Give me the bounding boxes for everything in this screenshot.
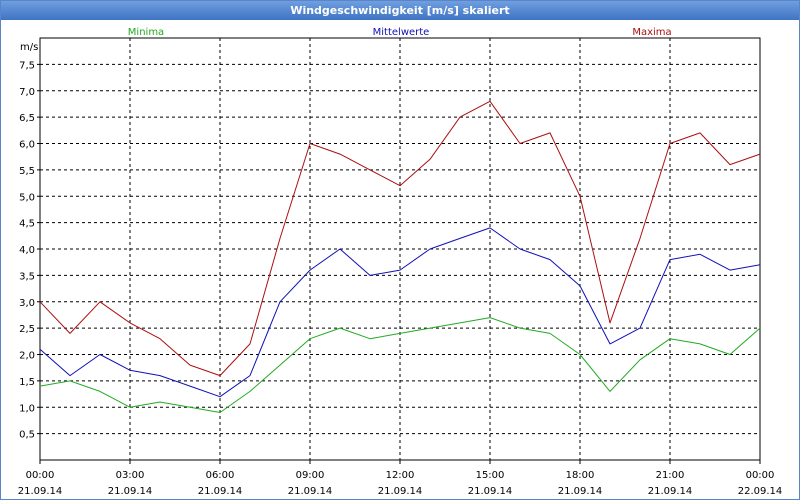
y-tick-label: 3,0 <box>19 298 35 309</box>
y-tick-label: 5,0 <box>19 192 35 203</box>
y-tick-label: 1,0 <box>19 403 35 414</box>
series-line-minima <box>39 317 761 413</box>
x-tick-time: 21:00 <box>656 470 685 481</box>
series-line-maxima <box>39 100 761 377</box>
x-tick-date: 21.09.14 <box>18 486 63 497</box>
x-tick-date: 21.09.14 <box>198 486 243 497</box>
x-tick-date: 21.09.14 <box>378 486 423 497</box>
x-tick-date: 22.09.14 <box>738 486 783 497</box>
x-tick-date: 21.09.14 <box>648 486 693 497</box>
y-tick-label: 3,5 <box>19 271 35 282</box>
y-tick-label: 7,5 <box>19 60 35 71</box>
y-tick-label: 6,0 <box>19 140 35 151</box>
legend-maxima: Maxima <box>632 27 671 38</box>
y-tick-label: 2,0 <box>19 351 35 362</box>
legend-mittelwerte: Mittelwerte <box>373 27 430 38</box>
x-tick-time: 09:00 <box>296 470 325 481</box>
x-tick-date: 21.09.14 <box>288 486 333 497</box>
y-tick-label: 4,5 <box>19 219 35 230</box>
x-axis: 00:00 21.09.14 03:00 21.09.14 06:00 21.09.14 0… <box>18 460 783 497</box>
series-group <box>39 100 761 413</box>
grid <box>40 38 760 460</box>
x-tick-date: 21.09.14 <box>108 486 153 497</box>
x-tick-time: 06:00 <box>206 470 235 481</box>
window-title: Windgeschwindigkeit [m/s] skaliert <box>1 1 799 20</box>
y-tick-label: 6,5 <box>19 113 35 124</box>
x-tick-time: 03:00 <box>116 470 145 481</box>
y-tick-label: 4,0 <box>19 245 35 256</box>
y-tick-label: 1,5 <box>19 377 35 388</box>
y-tick-label: 2,5 <box>19 324 35 335</box>
x-tick-date: 21.09.14 <box>468 486 513 497</box>
y-axis: 0,5 1,0 1,5 2,0 2,5 3,0 3,5 4,0 4,5 5,0 5,5 6,0 6,5 7… <box>19 60 40 441</box>
y-tick-label: 5,5 <box>19 166 35 177</box>
series-line-mittelwerte <box>39 227 761 398</box>
legend-minima: Minima <box>128 27 164 38</box>
x-tick-time: 00:00 <box>746 470 775 481</box>
x-tick-time: 18:00 <box>566 470 595 481</box>
y-tick-label: 7,0 <box>19 87 35 98</box>
x-tick-time: 12:00 <box>386 470 415 481</box>
y-axis-label: m/s <box>20 42 38 53</box>
y-tick-label: 0,5 <box>19 430 35 441</box>
x-tick-date: 21.09.14 <box>558 486 603 497</box>
x-tick-time: 00:00 <box>26 470 55 481</box>
x-tick-time: 15:00 <box>476 470 505 481</box>
